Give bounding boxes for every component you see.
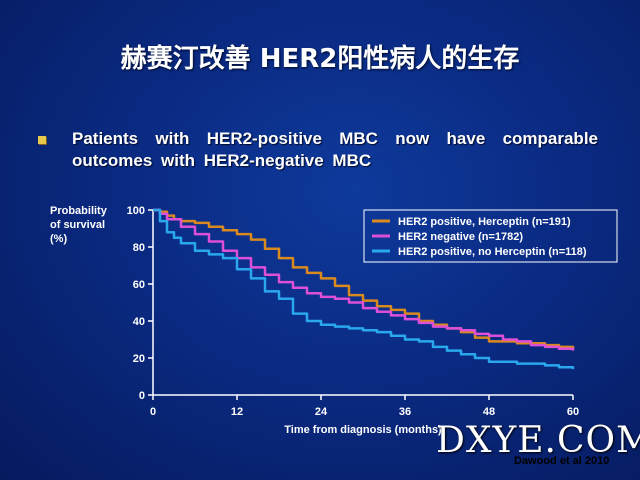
x-tick-label: 24: [315, 406, 328, 418]
y-axis-label-line: (%): [50, 233, 67, 245]
chart-axes: 0 20 40 60 80 100 0 12 24 36 48 60: [127, 205, 579, 418]
bullet-text: Patients with HER2-positive MBC now have…: [72, 129, 598, 170]
bullet-square-icon: [38, 136, 46, 144]
legend-label-1: HER2 positive, Herceptin (n=191): [398, 216, 571, 228]
citation-text: Dawood et al 2010: [514, 455, 610, 467]
y-tick-label: 20: [133, 353, 145, 365]
series-line-2: [153, 208, 575, 351]
watermark-text: DXYE.COM: [436, 420, 640, 461]
chart-axis-labels: Probability of survival (%) Time from diagn…: [50, 205, 442, 436]
y-axis-label-line: of survival: [50, 219, 105, 231]
slide-title: 赫赛汀改善 HER2阳性病人的生存: [120, 44, 520, 74]
x-tick-label: 60: [567, 406, 579, 418]
y-tick-label: 40: [133, 316, 145, 328]
y-tick-label: 0: [139, 390, 145, 402]
bullet-point: Patients with HER2-positive MBC now have…: [38, 128, 598, 172]
y-tick-label: 60: [133, 279, 145, 291]
x-tick-label: 12: [231, 406, 243, 418]
y-axis-label: Probability of survival (%): [50, 205, 108, 245]
series-line-1: [153, 208, 575, 349]
legend-box: [363, 209, 618, 263]
y-tick-label: 80: [133, 242, 145, 254]
series-line-3: [153, 208, 575, 370]
x-tick-label: 36: [399, 406, 411, 418]
x-tick-label: 0: [150, 406, 156, 418]
chart-legend: HER2 positive, Herceptin (n=191) HER2 neg…: [363, 209, 618, 263]
y-axis-label-line: Probability: [50, 205, 108, 217]
x-axis-label: Time from diagnosis (months): [284, 424, 442, 436]
y-tick-label: 100: [127, 205, 145, 217]
legend-label-3: HER2 positive, no Herceptin (n=118): [398, 246, 587, 258]
chart-series: [153, 208, 575, 370]
x-tick-label: 48: [483, 406, 495, 418]
legend-label-2: HER2 negative (n=1782): [398, 231, 523, 243]
